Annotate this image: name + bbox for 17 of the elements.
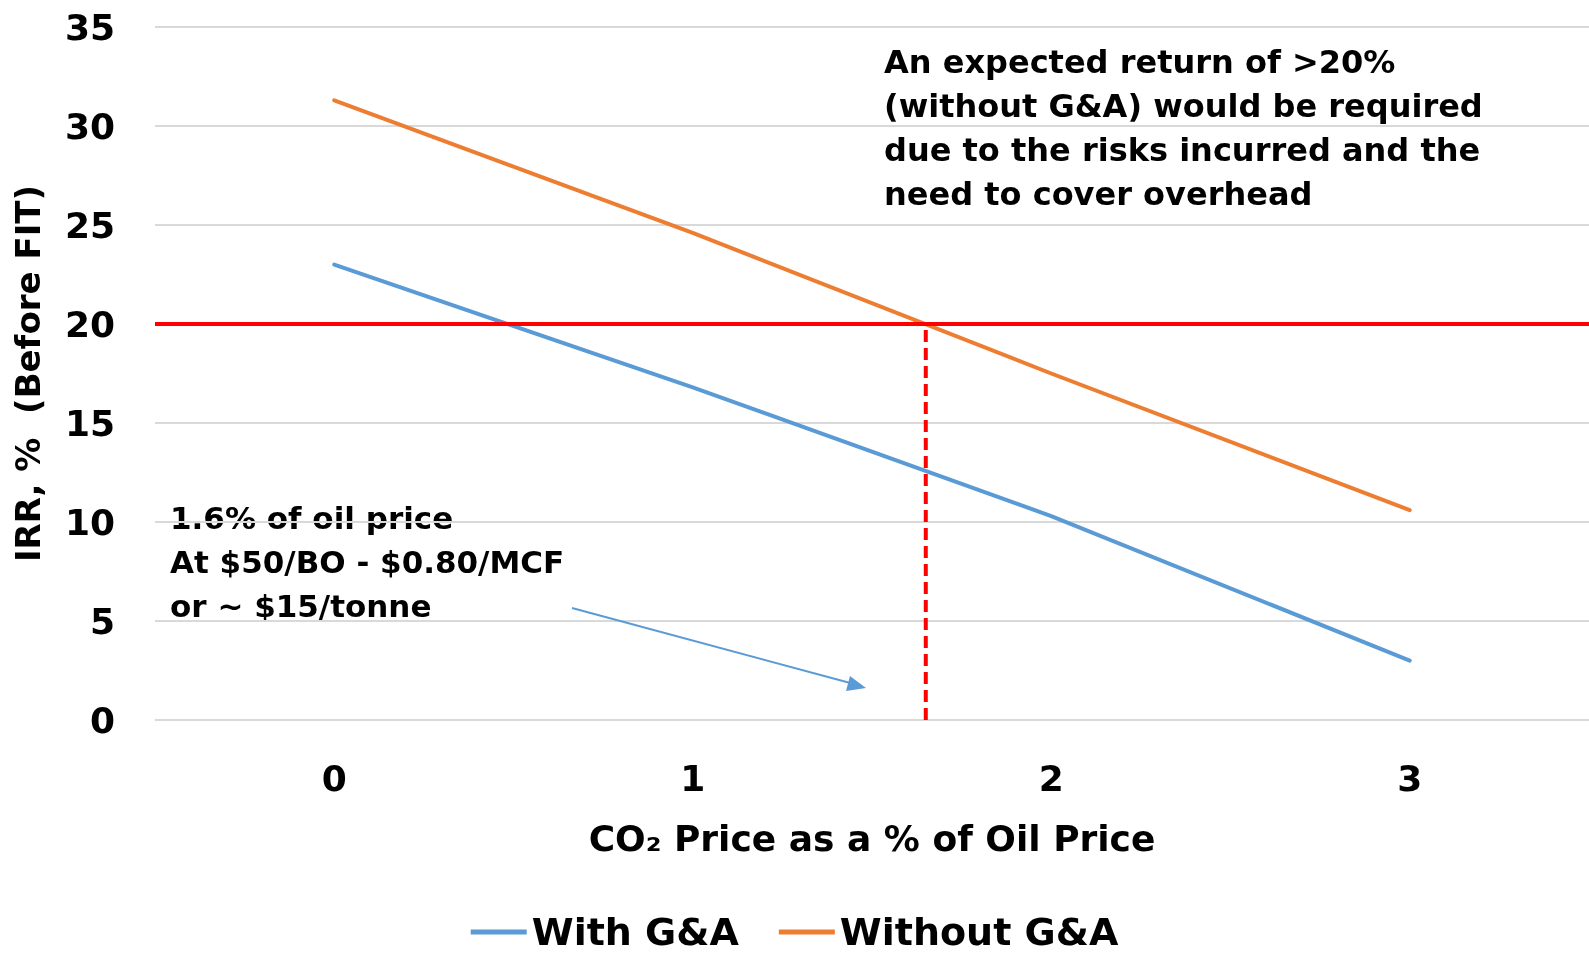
y-tick-label: 15 [64,402,115,444]
y-tick-label: 5 [89,600,115,642]
annotation: An expected return of >20% (without G&A) would be required due to the risks incurred and the need to cover overhead [884,43,1483,213]
legend-label: With G&A [531,910,740,954]
x-tick-label: 3 [1397,757,1423,799]
y-tick-label: 30 [64,105,115,147]
y-tick-label: 0 [89,699,115,741]
x-tick-label: 1 [680,757,706,799]
x-tick-label: 0 [321,757,347,799]
y-axis-title: IRR, % (Before FIT) [8,184,48,563]
x-tick-label: 2 [1038,757,1064,799]
y-tick-label: 25 [64,204,115,246]
y-tick-label: 20 [64,303,115,345]
y-tick-label: 10 [64,501,115,543]
x-axis-title: CO₂ Price as a % of Oil Price [588,817,1156,859]
legend-label: Without G&A [839,910,1119,954]
y-tick-label: 35 [64,6,115,48]
